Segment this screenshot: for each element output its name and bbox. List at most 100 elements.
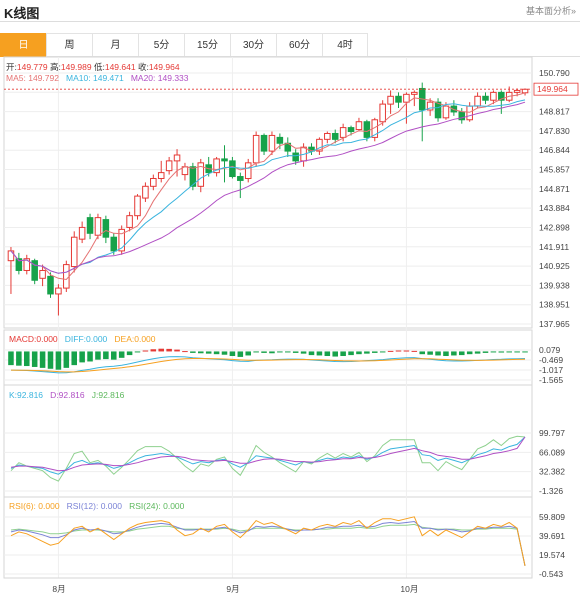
ma20-value: 149.333	[157, 73, 189, 83]
candle	[213, 158, 220, 174]
price-tick-label: 146.844	[539, 145, 570, 155]
k-value: 92.816	[17, 390, 44, 400]
candle	[411, 91, 418, 95]
candle	[23, 258, 31, 271]
candle	[47, 275, 54, 295]
ma10-label: MA10:	[66, 73, 91, 83]
ma20-line	[10, 101, 526, 274]
candle	[395, 95, 402, 103]
candle	[94, 217, 102, 236]
candle	[70, 236, 78, 268]
macd-bar	[24, 351, 30, 367]
candle	[347, 127, 355, 133]
macd-bar	[324, 351, 331, 357]
macd-bar	[506, 351, 512, 353]
macd-bar	[427, 351, 433, 355]
macd-bar	[411, 350, 418, 352]
price-tick-label: 145.857	[539, 165, 570, 175]
price-tick-label: 137.965	[539, 319, 570, 329]
d-value: 92.816	[58, 390, 85, 400]
candle	[7, 250, 15, 262]
macd-bar	[245, 351, 251, 356]
macd-bar	[482, 351, 489, 353]
macd-bar	[190, 351, 196, 353]
macd-value: 0.000	[36, 334, 58, 344]
tab-4[interactable]: 15分	[184, 33, 230, 57]
d-label: D:	[50, 390, 59, 400]
kdj-tick-label: -1.326	[539, 486, 563, 496]
macd-bar	[182, 351, 188, 353]
candle	[237, 176, 244, 181]
macd-bar	[300, 351, 307, 354]
candle	[521, 88, 529, 94]
candle	[355, 121, 363, 131]
candle	[78, 226, 86, 240]
candle	[466, 105, 473, 121]
tab-2[interactable]: 月	[92, 33, 138, 57]
dea-line	[10, 358, 526, 373]
tab-3[interactable]: 5分	[138, 33, 184, 57]
macd-tick-label: 0.079	[539, 345, 561, 355]
candle	[379, 103, 386, 123]
period-tabs: 日周月 5分 15分 30分 60分 4时	[0, 33, 580, 57]
macd-bar	[103, 351, 109, 360]
macd-bar	[8, 351, 14, 366]
macd-bar	[95, 351, 101, 360]
ma-legend: MA5: 149.792 MA10: 149.471 MA20: 149.333	[6, 73, 189, 83]
macd-bar	[403, 350, 410, 352]
candle	[252, 134, 260, 164]
candle	[498, 91, 505, 101]
panel-border-price	[3, 56, 533, 329]
tab-1[interactable]: 周	[46, 33, 92, 57]
diff-value: 0.000	[86, 334, 108, 344]
macd-bar	[158, 348, 164, 352]
candle	[474, 95, 481, 107]
candle	[86, 217, 94, 234]
macd-bar	[387, 350, 394, 352]
macd-bar	[348, 351, 354, 356]
price-tick-label: 143.884	[539, 203, 570, 213]
tab-7[interactable]: 4时	[322, 33, 368, 57]
ma5-label: MA5:	[6, 73, 26, 83]
macd-bar	[134, 351, 141, 353]
rsi24-value: 0.000	[163, 501, 185, 511]
macd-legend: MACD:0.000 DIFF:0.000 DEA:0.000	[9, 334, 156, 344]
candle	[189, 166, 197, 187]
ma5-value: 149.792	[28, 73, 59, 83]
candle	[244, 162, 252, 179]
candle	[150, 177, 157, 187]
candle	[197, 162, 205, 187]
rsi-tick-label: 19.574	[539, 550, 565, 560]
rsi-legend: RSI(6): 0.000 RSI(12): 0.000 RSI(24): 0.…	[9, 501, 184, 511]
fundamental-analysis-link[interactable]: 基本面分析»	[525, 6, 576, 16]
dea-label: DEA:	[114, 334, 135, 344]
macd-tick-label: -1.565	[539, 375, 563, 385]
macd-bar	[340, 351, 346, 357]
kdj-tick-label: 99.797	[539, 428, 565, 438]
price-tick-label: 140.925	[539, 261, 570, 271]
macd-bar	[277, 351, 283, 353]
high-label: 高:	[49, 62, 61, 72]
macd-bar	[498, 351, 505, 353]
macd-bar	[474, 351, 481, 354]
candle	[490, 91, 497, 101]
macd-bar	[31, 351, 38, 367]
candle	[110, 236, 118, 252]
macd-bar	[490, 351, 497, 353]
candle	[31, 260, 38, 281]
candle	[118, 228, 125, 252]
j-value: 92.816	[98, 390, 125, 400]
macd-bar	[47, 351, 54, 369]
macd-bar	[126, 351, 133, 356]
macd-bar	[174, 349, 180, 352]
open-label: 开:	[6, 62, 17, 72]
price-tick-label: 147.830	[539, 126, 570, 136]
tab-5[interactable]: 30分	[230, 33, 276, 57]
rsi-tick-label: -0.543	[539, 569, 563, 579]
tab-6[interactable]: 60分	[276, 33, 322, 57]
macd-bar	[229, 351, 236, 357]
macd-bar	[39, 351, 46, 368]
candle	[221, 158, 228, 162]
macd-bar	[166, 348, 172, 352]
macd-bar	[221, 351, 228, 355]
